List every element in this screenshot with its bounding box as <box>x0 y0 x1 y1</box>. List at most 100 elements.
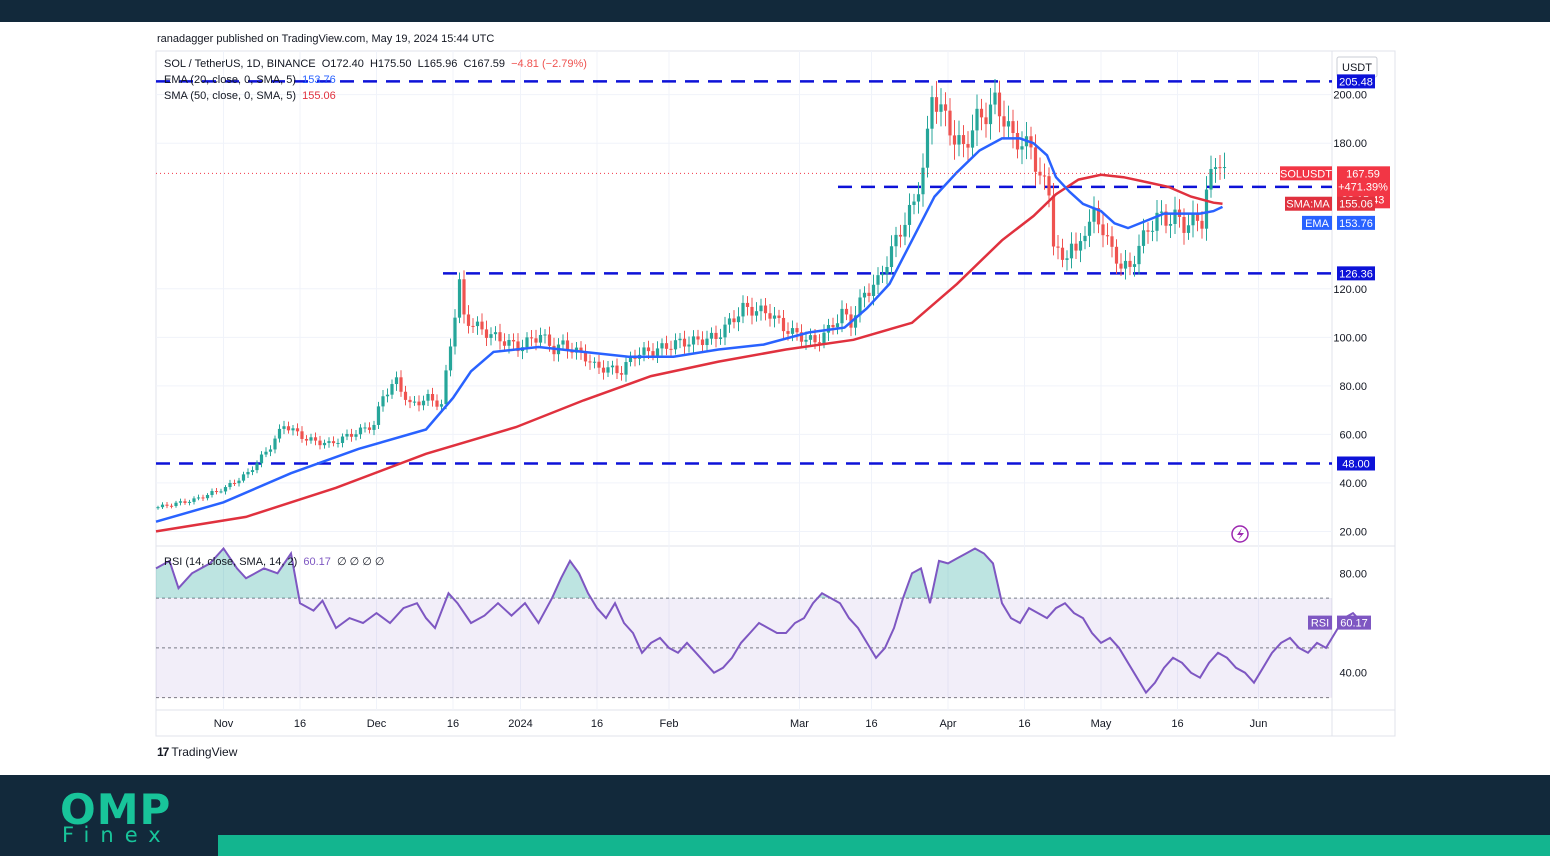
legend-ema-value: 153.76 <box>302 74 336 86</box>
candle-body <box>1173 209 1177 224</box>
candle-body <box>156 507 160 509</box>
candle-body <box>462 279 466 315</box>
candle-body <box>264 451 268 455</box>
ema-name-label: EMA <box>1305 218 1330 230</box>
candle-body <box>1047 176 1051 196</box>
legend-rsi-label: RSI (14, close, SMA, 14, 2) <box>164 556 298 568</box>
x-tick-label: 16 <box>1018 718 1030 730</box>
candle-body <box>192 498 196 502</box>
candle-body <box>1069 243 1074 259</box>
candle-body <box>439 404 444 407</box>
candle-body <box>1128 260 1132 267</box>
candle-body <box>988 104 993 125</box>
candle-body <box>538 334 543 343</box>
candle-body <box>813 335 817 343</box>
candle-body <box>894 234 898 247</box>
candle-body <box>925 128 930 168</box>
candle-body <box>268 449 273 452</box>
chart-svg[interactable]: USDT 20.00 40.00 60.00 80.00 100.00 120.00 180.… <box>0 0 1550 775</box>
candle-body <box>817 342 822 344</box>
legend-ema[interactable]: EMA (20, close, 0, SMA, 5) 153.76 <box>164 74 336 86</box>
y-tick-label: 80.00 <box>1339 381 1367 393</box>
legend-change: −4.81 (−2.79%) <box>511 58 587 70</box>
candle-body <box>331 441 336 444</box>
candle-body <box>678 338 682 341</box>
candle-body <box>655 348 660 356</box>
candle-body <box>732 318 736 323</box>
legend-rsi[interactable]: RSI (14, close, SMA, 14, 2) 60.17 ∅ ∅ ∅ … <box>164 555 384 568</box>
x-tick-label: Mar <box>790 718 809 730</box>
candle-body <box>205 494 210 499</box>
candle-body <box>718 337 723 339</box>
x-tick-label: Jun <box>1250 718 1268 730</box>
candle-body <box>700 339 705 346</box>
candle-body <box>228 483 232 488</box>
candle-body <box>448 346 453 371</box>
publisher-line: ranadagger published on TradingView.com,… <box>157 33 495 45</box>
candle-body <box>912 201 916 205</box>
candle-body <box>1015 132 1020 150</box>
candle-body <box>1051 195 1056 247</box>
candle-body <box>844 308 849 315</box>
rsi-y-tick-label: 80.00 <box>1339 568 1367 580</box>
candle-body <box>750 306 754 316</box>
candle-body <box>412 401 417 403</box>
candle-body <box>250 470 255 472</box>
candle-body <box>984 117 988 125</box>
candle-body <box>534 338 538 343</box>
legend-sma-value: 155.06 <box>302 90 336 102</box>
candle-body <box>273 438 277 450</box>
candle-body <box>237 480 241 484</box>
legend-sma[interactable]: SMA (50, close, 0, SMA, 5) 155.06 <box>164 90 336 102</box>
x-tick-label: Apr <box>939 718 956 730</box>
candle-body <box>1087 221 1092 236</box>
candle-body <box>286 426 291 431</box>
candle-body <box>633 357 637 359</box>
candle-body <box>777 315 781 318</box>
candle-body <box>381 396 385 407</box>
candle-body <box>880 273 885 276</box>
candle-body <box>1191 213 1195 226</box>
legend-low: L165.96 <box>417 58 458 70</box>
candle-body <box>214 491 219 493</box>
candle-body <box>804 339 808 342</box>
candle-body <box>1042 175 1047 177</box>
rsi-line <box>155 546 1363 695</box>
candle-body <box>853 315 858 328</box>
candle-body <box>255 463 259 471</box>
candle-body <box>997 92 1002 117</box>
candle-body <box>291 428 295 431</box>
candle-body <box>592 361 597 363</box>
candle-body <box>507 339 511 346</box>
rsi-y-tick-label: 40.00 <box>1339 668 1367 680</box>
tradingview-logo[interactable]: 17 TradingView <box>157 745 237 759</box>
candle-body <box>282 426 286 429</box>
x-tick-label: 16 <box>591 718 603 730</box>
candle-body <box>808 335 813 340</box>
lightning-icon <box>1231 525 1249 543</box>
candle-body <box>178 501 183 503</box>
candle-body <box>588 361 592 363</box>
candle-body <box>277 428 282 439</box>
candle-body <box>435 400 439 407</box>
candle-body <box>763 305 768 314</box>
candle-body <box>745 302 750 307</box>
candle-body <box>831 324 835 328</box>
candle-body <box>759 305 763 312</box>
candle-body <box>799 332 804 342</box>
rsi-value-label: 60.17 <box>1340 618 1368 630</box>
candle-body <box>862 292 867 298</box>
candle-body <box>475 321 480 327</box>
x-tick-label: 2024 <box>508 718 532 730</box>
candle-body <box>754 311 759 316</box>
candle-body <box>1204 189 1209 229</box>
candle-body <box>471 325 475 327</box>
candle-body <box>187 501 192 503</box>
candle-body <box>1123 260 1128 269</box>
candle-body <box>174 502 178 506</box>
candle-body <box>453 317 457 347</box>
candle-body <box>300 431 304 439</box>
candle-body <box>1101 224 1105 236</box>
candle-body <box>930 97 934 129</box>
candle-body <box>372 424 376 430</box>
